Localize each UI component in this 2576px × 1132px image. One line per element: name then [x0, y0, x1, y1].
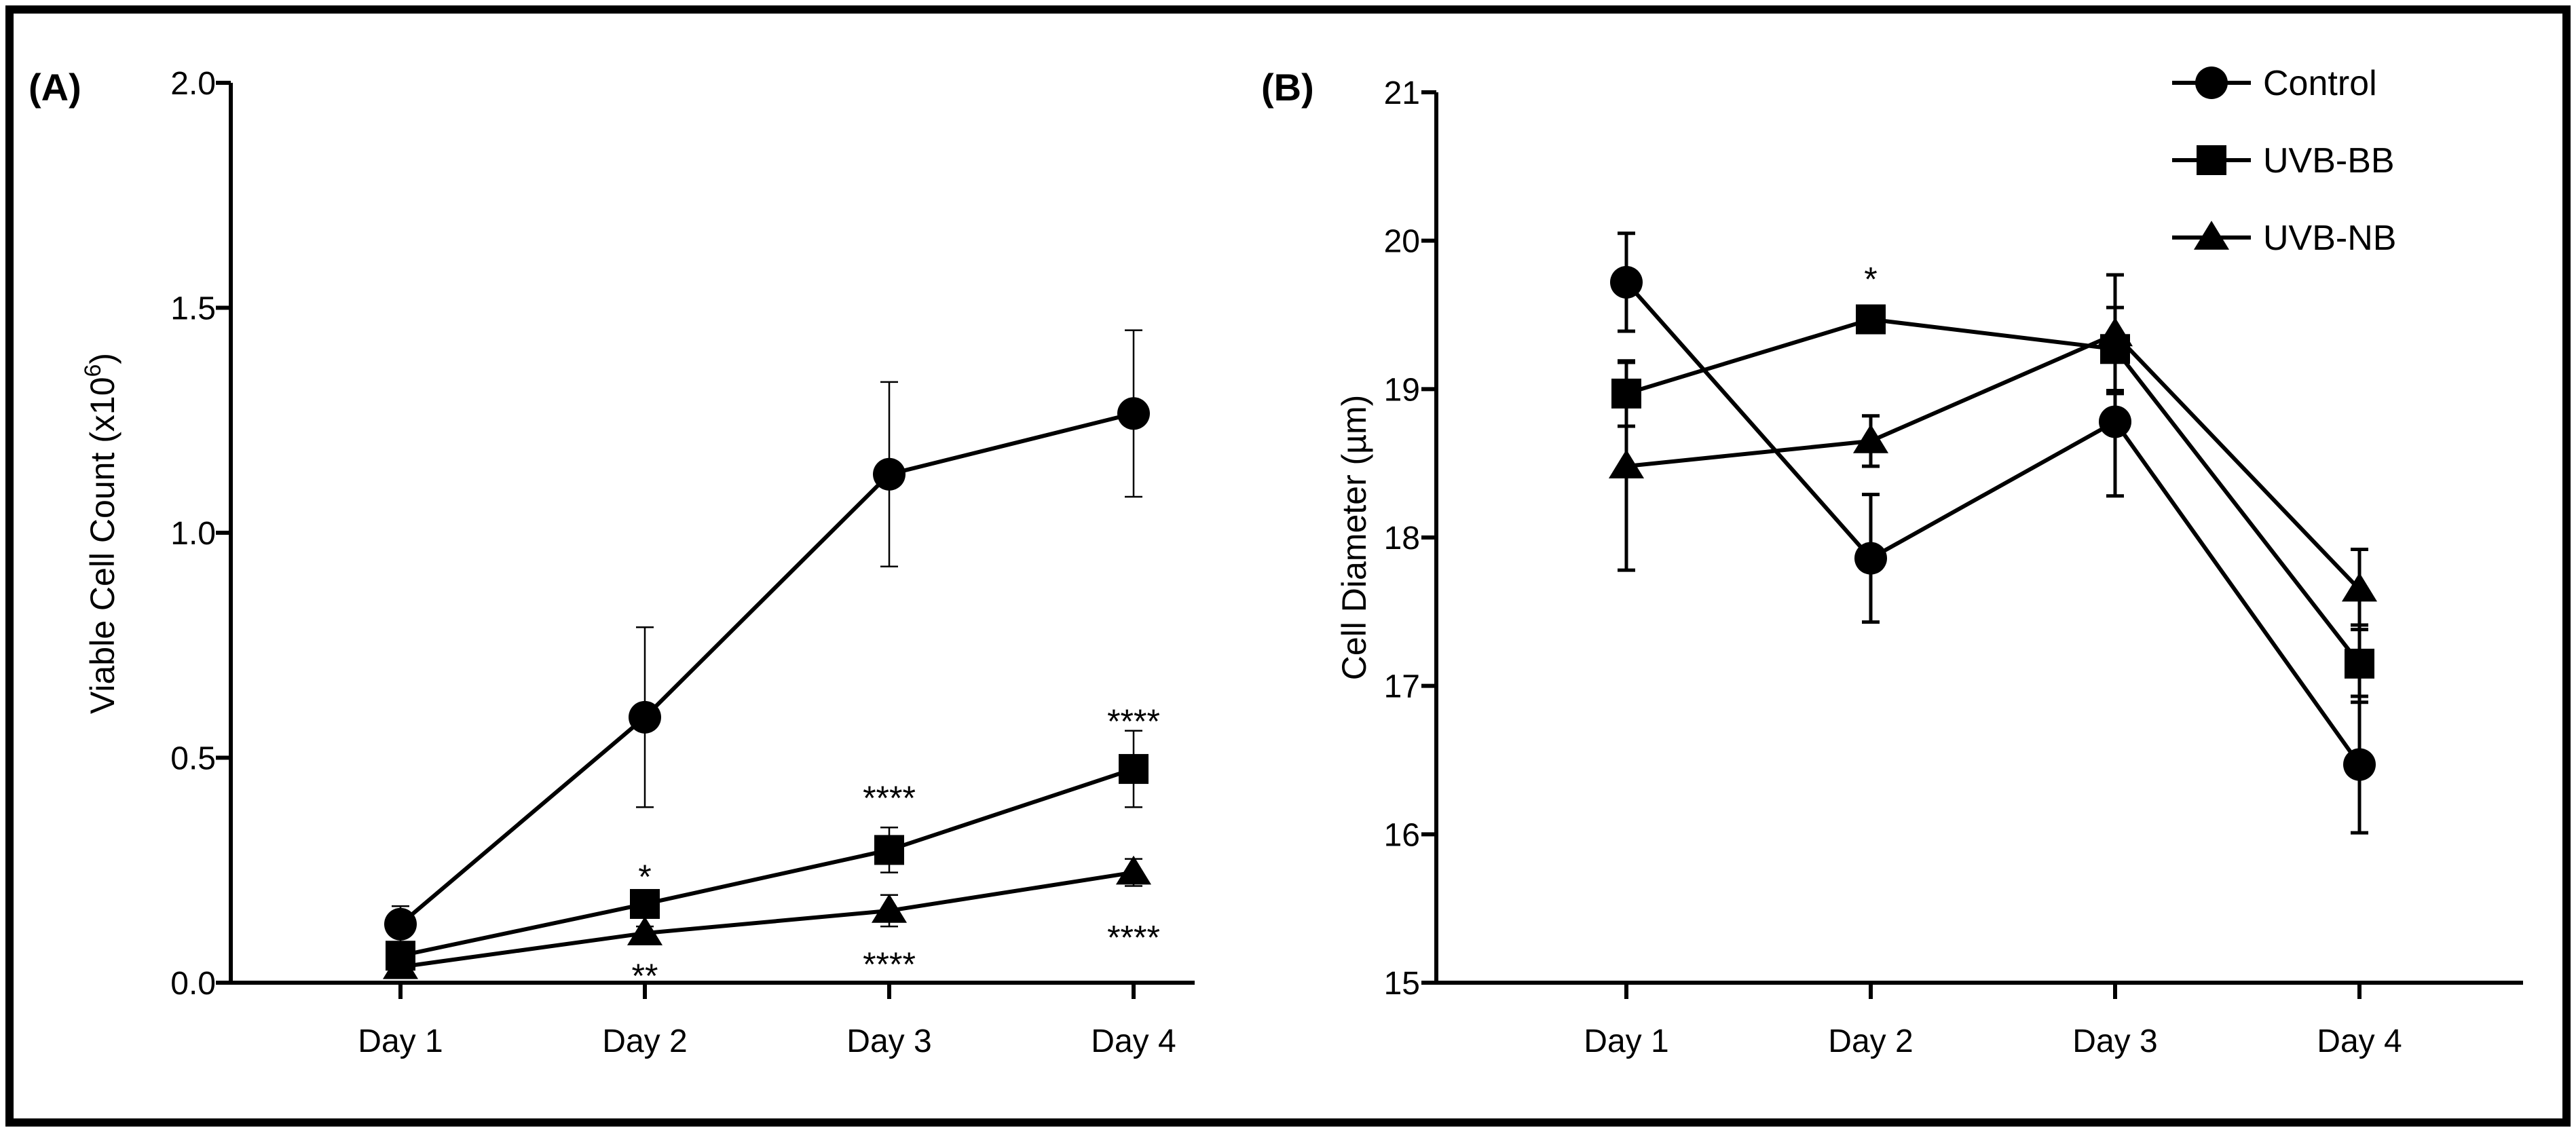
panel-a: (A) 0.0 0.5 1.0 1.5 2.0 Day 1 Day 2 Day 3 Day 4…: [29, 66, 1195, 1059]
figure-border: [5, 5, 2571, 1127]
legend-item-control: Control: [2172, 64, 2377, 103]
y-tick-label: 16: [1384, 817, 1420, 853]
significance-marker: **: [632, 957, 658, 995]
y-tick-label: 1.0: [170, 516, 216, 552]
series-line: [1624, 280, 2362, 766]
data-point-circle: [1854, 542, 1887, 575]
significance-marker: ****: [863, 779, 916, 817]
panel-b-x-ticks: Day 1 Day 2 Day 3 Day 4: [1584, 983, 2402, 1059]
panel-b-plot-area: [1608, 231, 2378, 835]
data-point-square: [1119, 754, 1149, 785]
data-point-triangle: [1115, 855, 1152, 885]
legend: Control UVB-BB UVB-NB: [2172, 64, 2396, 258]
series-uvb-bb: [386, 730, 1149, 971]
panel-b-y-ticks: 15 16 17 18 19 20 21: [1384, 75, 1436, 1002]
y-tick-label: 17: [1384, 669, 1420, 705]
data-point-triangle: [382, 949, 419, 979]
data-point-square: [2345, 648, 2374, 679]
series-uvb-nb: [382, 855, 1152, 979]
x-tick-label: Day 2: [1828, 1023, 1913, 1059]
legend-item-uvb-bb: UVB-BB: [2172, 141, 2395, 181]
panel-a-y-ticks: 0.0 0.5 1.0 1.5 2.0: [170, 66, 231, 1002]
series-control: [384, 329, 1150, 943]
series-line: [400, 870, 1134, 969]
significance-marker: *: [638, 858, 651, 896]
x-tick-label: Day 3: [2072, 1023, 2157, 1059]
x-tick-label: Day 2: [602, 1023, 687, 1059]
panel-b-y-label: Cell Diameter (µm): [1335, 395, 1373, 681]
x-tick-label: Day 4: [2317, 1023, 2402, 1059]
series-control: [1610, 231, 2376, 835]
legend-item-uvb-nb: UVB-NB: [2172, 219, 2396, 258]
data-point-triangle: [1608, 449, 1645, 478]
data-point-circle: [1117, 397, 1150, 430]
data-point-triangle: [2341, 572, 2378, 602]
significance-marker: ****: [863, 945, 916, 983]
y-tick-label: 21: [1384, 75, 1420, 111]
legend-label: Control: [2263, 64, 2377, 103]
data-point-triangle: [1852, 424, 1889, 453]
data-point-triangle: [627, 916, 663, 945]
data-point-circle: [873, 457, 906, 491]
data-point-circle: [629, 700, 661, 734]
y-tick-label: 18: [1384, 521, 1420, 556]
panel-b-annotations: *: [1864, 260, 1877, 298]
legend-marker-circle: [2195, 67, 2228, 99]
series-uvb-nb: [1608, 273, 2378, 632]
significance-marker: ****: [1107, 702, 1160, 740]
panel-a-plot-area: [382, 329, 1152, 979]
x-tick-label: Day 1: [358, 1023, 443, 1059]
x-tick-label: Day 4: [1091, 1023, 1176, 1059]
x-tick-label: Day 3: [846, 1023, 931, 1059]
significance-marker: *: [1864, 260, 1877, 298]
y-tick-label: 19: [1384, 372, 1420, 408]
legend-label: UVB-BB: [2263, 141, 2395, 181]
y-tick-label: 0.5: [170, 741, 216, 777]
data-point-square: [630, 888, 660, 919]
data-point-circle: [1610, 265, 1643, 299]
legend-label: UVB-NB: [2263, 219, 2396, 258]
panel-a-x-ticks: Day 1 Day 2 Day 3 Day 4: [358, 983, 1176, 1059]
legend-marker-triangle: [2193, 221, 2230, 250]
data-point-square: [1856, 304, 1886, 335]
data-point-triangle: [871, 894, 908, 923]
y-tick-label: 15: [1384, 966, 1420, 1002]
data-point-circle: [2099, 405, 2131, 438]
series-line: [399, 411, 1134, 926]
panel-b-label: (B): [1261, 66, 1314, 109]
y-tick-label: 2.0: [170, 66, 216, 102]
significance-marker: ****: [1107, 918, 1160, 956]
data-point-triangle: [2097, 317, 2133, 347]
y-tick-label: 0.0: [170, 966, 216, 1002]
series-line: [1626, 317, 2362, 665]
panel-a-annotations: *******************: [632, 702, 1160, 995]
y-tick-label: 20: [1384, 224, 1420, 260]
series-line: [400, 767, 1134, 958]
panel-a-y-label: Viable Cell Count (x106): [80, 353, 122, 714]
data-point-circle: [2343, 748, 2376, 781]
data-point-circle: [384, 907, 417, 941]
x-tick-label: Day 1: [1584, 1023, 1668, 1059]
series-line: [1626, 332, 2362, 591]
data-point-square: [874, 835, 904, 865]
legend-marker-square: [2197, 145, 2226, 175]
panel-a-label: (A): [29, 66, 81, 109]
y-tick-label: 1.5: [170, 291, 216, 327]
